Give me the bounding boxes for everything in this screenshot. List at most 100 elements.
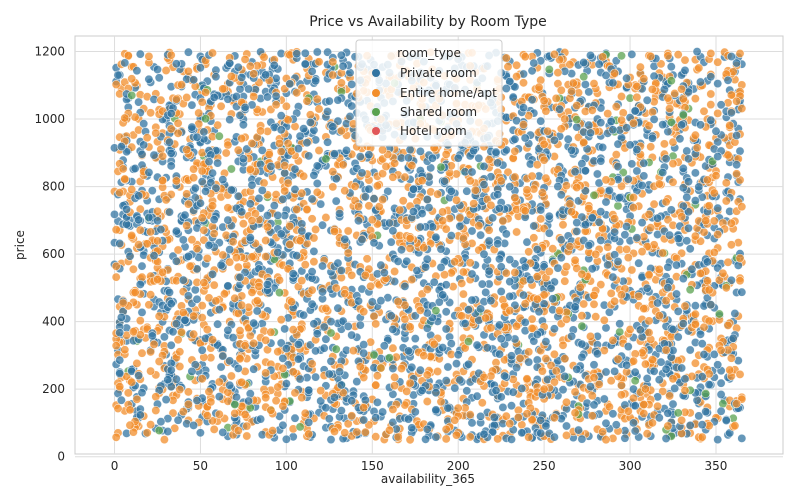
data-point — [183, 199, 193, 209]
data-point — [506, 401, 516, 411]
data-point — [304, 385, 314, 395]
data-point — [518, 120, 528, 130]
data-point — [352, 427, 362, 437]
data-point — [211, 296, 221, 306]
data-point — [388, 363, 398, 373]
data-point — [405, 145, 415, 155]
data-point — [735, 369, 745, 379]
data-point — [649, 114, 659, 124]
data-point — [223, 94, 233, 104]
data-point — [240, 410, 250, 420]
data-point — [524, 347, 534, 357]
data-point — [532, 272, 542, 282]
data-point — [300, 48, 310, 58]
data-point — [637, 181, 647, 191]
data-point — [216, 260, 226, 270]
data-point — [451, 430, 461, 440]
data-point — [417, 176, 427, 186]
data-point — [261, 335, 271, 345]
data-point — [376, 296, 386, 306]
data-point — [396, 245, 406, 255]
data-point — [486, 200, 496, 210]
data-point — [161, 66, 171, 76]
data-point — [329, 226, 339, 236]
data-point — [608, 272, 618, 282]
data-point — [567, 207, 577, 217]
data-point — [455, 221, 465, 231]
data-point — [673, 306, 683, 316]
data-point — [158, 151, 168, 161]
data-point — [307, 267, 317, 277]
data-point — [422, 284, 432, 294]
data-point — [187, 235, 197, 245]
data-point — [393, 432, 403, 442]
data-point — [501, 229, 511, 239]
data-point — [329, 426, 339, 436]
data-point — [632, 145, 642, 155]
data-point — [663, 51, 673, 61]
data-point — [446, 231, 456, 241]
data-point — [639, 399, 649, 409]
data-point — [405, 234, 415, 244]
data-point — [359, 403, 369, 413]
data-point — [706, 300, 716, 310]
data-point — [510, 172, 520, 182]
data-point — [695, 120, 705, 130]
data-point — [177, 327, 187, 337]
data-point — [328, 167, 338, 177]
data-point — [677, 212, 687, 222]
data-point — [713, 203, 723, 213]
data-point — [214, 409, 224, 419]
data-point — [463, 336, 473, 346]
data-point — [405, 435, 415, 445]
data-point — [280, 186, 290, 196]
data-point — [716, 389, 726, 399]
data-point — [685, 244, 695, 254]
data-point — [723, 320, 733, 330]
data-point — [395, 205, 405, 215]
data-point — [701, 216, 711, 226]
data-point — [316, 199, 326, 209]
data-point — [293, 339, 303, 349]
data-point — [295, 374, 305, 384]
data-point — [622, 222, 632, 232]
data-point — [216, 101, 226, 111]
data-point — [658, 168, 668, 178]
data-point — [677, 363, 687, 373]
data-point — [309, 170, 319, 180]
data-point — [484, 266, 494, 276]
data-point — [336, 265, 346, 275]
data-point — [610, 214, 620, 224]
data-point — [479, 429, 489, 439]
data-point — [252, 306, 262, 316]
data-point — [548, 244, 558, 254]
data-point — [378, 145, 388, 155]
data-point — [474, 221, 484, 231]
data-point — [604, 186, 614, 196]
data-point — [309, 257, 319, 267]
data-point — [120, 174, 130, 184]
data-point — [278, 353, 288, 363]
data-point — [400, 281, 410, 291]
data-point — [457, 278, 467, 288]
x-tick-label: 350 — [705, 459, 728, 473]
data-point — [549, 135, 559, 145]
data-point — [422, 424, 432, 434]
data-point — [570, 387, 580, 397]
data-point — [706, 72, 716, 82]
data-point — [415, 305, 425, 315]
data-point — [668, 399, 678, 409]
data-point — [171, 176, 181, 186]
data-point — [479, 180, 489, 190]
data-point — [233, 426, 243, 436]
data-point — [144, 74, 154, 84]
data-point — [561, 430, 571, 440]
data-point — [520, 206, 530, 216]
data-point — [247, 180, 257, 190]
data-point — [474, 153, 484, 163]
data-point — [460, 318, 470, 328]
data-point — [565, 242, 575, 252]
data-point — [232, 392, 242, 402]
data-point — [245, 389, 255, 399]
data-point — [347, 101, 357, 111]
